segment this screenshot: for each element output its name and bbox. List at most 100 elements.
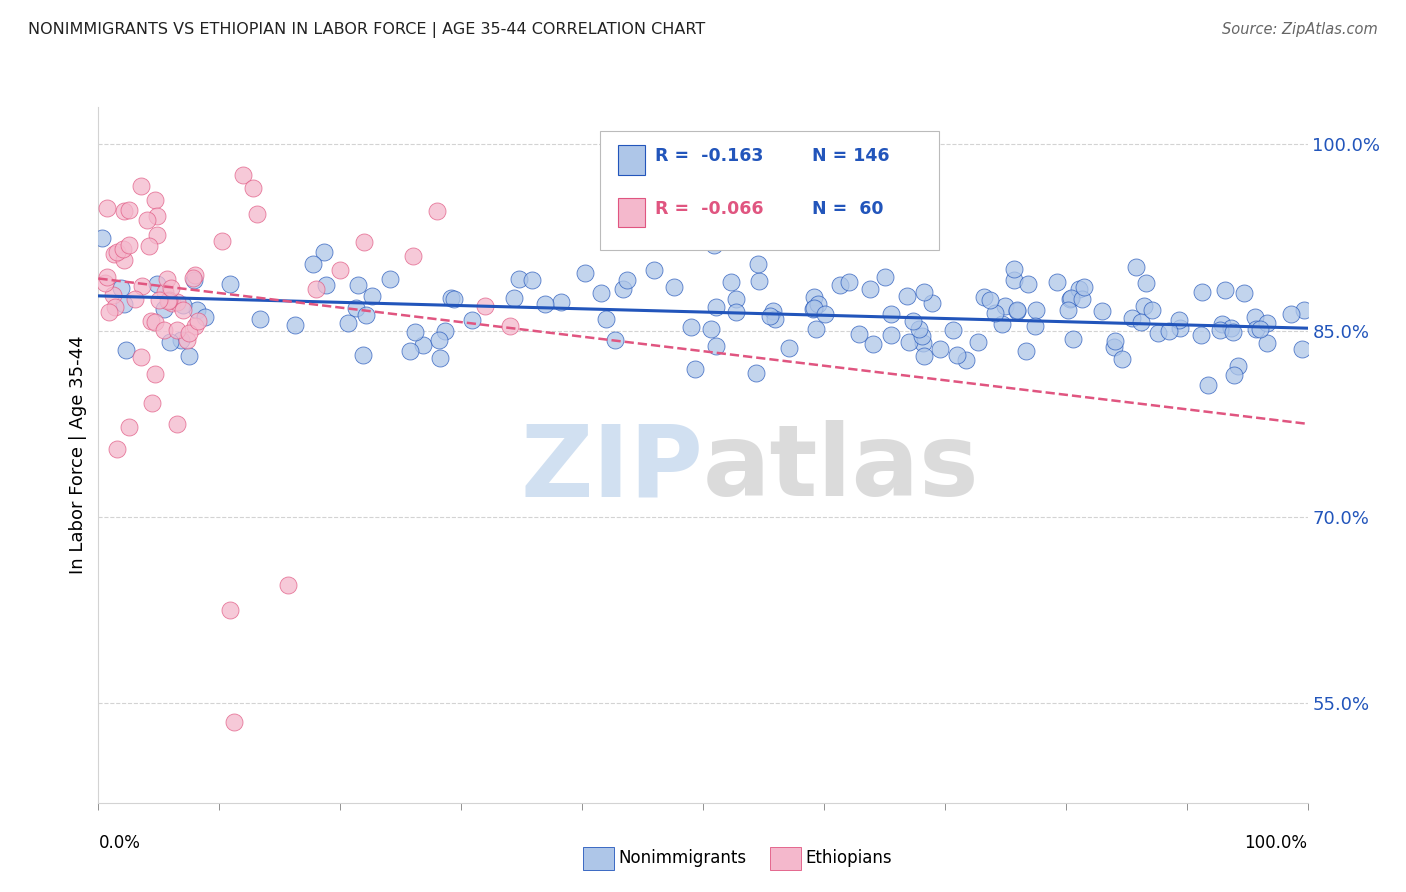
Point: [1104, 334, 1126, 349]
Point: [111, 242, 134, 256]
Point: [747, 256, 769, 270]
Point: [966, 334, 988, 349]
Point: [595, 312, 617, 326]
Point: [1002, 261, 1025, 276]
Point: [533, 297, 555, 311]
Point: [1135, 276, 1157, 290]
Point: [380, 272, 402, 286]
Point: [778, 342, 800, 356]
Point: [803, 290, 825, 304]
Point: [141, 395, 163, 409]
Point: [1140, 303, 1163, 318]
Point: [412, 338, 434, 352]
Point: [427, 334, 450, 348]
Point: [361, 289, 384, 303]
Point: [862, 336, 884, 351]
Point: [153, 323, 176, 337]
Text: Source: ZipAtlas.com: Source: ZipAtlas.com: [1222, 22, 1378, 37]
Point: [103, 247, 125, 261]
Point: [873, 270, 896, 285]
Point: [704, 300, 727, 314]
Text: NONIMMIGRANTS VS ETHIOPIAN IN LABOR FORCE | AGE 35-44 CORRELATION CHART: NONIMMIGRANTS VS ETHIOPIAN IN LABOR FORC…: [28, 22, 706, 38]
Point: [1291, 342, 1313, 356]
Point: [146, 277, 169, 291]
Point: [146, 227, 169, 242]
Text: atlas: atlas: [703, 420, 980, 517]
Point: [96, 201, 118, 215]
Point: [1294, 303, 1316, 318]
Point: [1017, 277, 1039, 291]
Point: [135, 213, 157, 227]
Point: [1189, 328, 1212, 343]
Point: [1015, 344, 1038, 359]
Point: [159, 335, 181, 350]
Point: [994, 299, 1017, 313]
Point: [979, 293, 1001, 307]
Point: [616, 273, 638, 287]
Text: Nonimmigrants: Nonimmigrants: [619, 849, 747, 867]
Point: [277, 578, 299, 592]
Bar: [619, 198, 645, 227]
Point: [896, 289, 918, 303]
Point: [148, 293, 170, 307]
Text: N = 146: N = 146: [811, 147, 890, 165]
Point: [1159, 324, 1181, 338]
Point: [758, 309, 780, 323]
Point: [1256, 336, 1278, 351]
Point: [550, 295, 572, 310]
Point: [344, 301, 367, 315]
Point: [1147, 326, 1170, 340]
Point: [591, 285, 613, 300]
Point: [1211, 318, 1233, 332]
Point: [880, 307, 903, 321]
Point: [172, 303, 194, 318]
Point: [901, 314, 924, 328]
Point: [911, 329, 934, 343]
Point: [138, 239, 160, 253]
Point: [908, 322, 931, 336]
Point: [249, 311, 271, 326]
Point: [912, 349, 935, 363]
Point: [312, 244, 335, 259]
Point: [984, 306, 1007, 320]
Point: [955, 352, 977, 367]
Point: [219, 277, 242, 292]
Point: [105, 442, 128, 456]
Point: [991, 317, 1014, 331]
Point: [704, 339, 727, 353]
Point: [1129, 315, 1152, 329]
Point: [612, 282, 634, 296]
Point: [129, 350, 152, 364]
Point: [232, 169, 254, 183]
Y-axis label: In Labor Force | Age 35-44: In Labor Force | Age 35-44: [69, 335, 87, 574]
Point: [143, 194, 166, 208]
Point: [242, 181, 264, 195]
Point: [94, 276, 117, 290]
Point: [1223, 368, 1246, 382]
Point: [703, 238, 725, 252]
Point: [145, 209, 167, 223]
Text: R =  -0.163: R = -0.163: [655, 147, 763, 165]
Point: [103, 288, 125, 302]
Point: [662, 280, 685, 294]
Point: [683, 362, 706, 376]
Point: [1244, 310, 1267, 325]
Point: [1062, 332, 1084, 346]
Point: [124, 292, 146, 306]
Point: [353, 235, 375, 249]
Point: [156, 272, 179, 286]
Text: N =  60: N = 60: [811, 201, 883, 219]
Point: [1256, 316, 1278, 330]
Point: [807, 297, 830, 311]
Point: [194, 310, 217, 324]
Point: [143, 315, 166, 329]
Point: [346, 278, 368, 293]
Point: [179, 326, 201, 340]
Point: [848, 326, 870, 341]
Point: [700, 322, 723, 336]
Point: [183, 273, 205, 287]
Point: [118, 420, 141, 434]
Point: [129, 179, 152, 194]
Point: [434, 325, 457, 339]
Point: [921, 296, 943, 310]
